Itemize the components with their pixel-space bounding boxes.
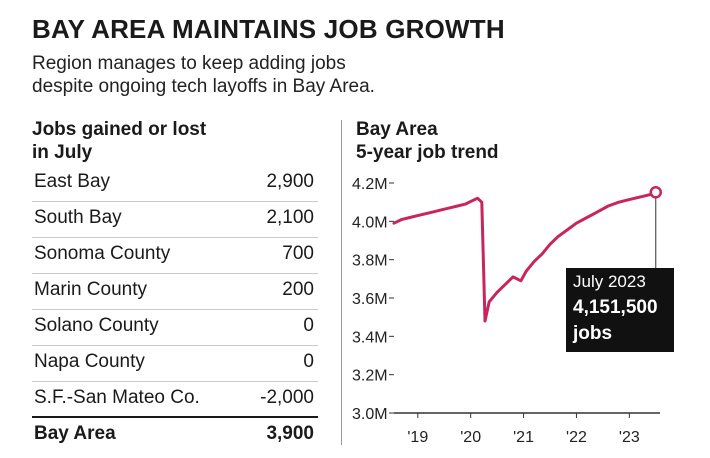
table-row: Napa County 0 <box>32 346 318 382</box>
annotation-date: July 2023 <box>573 272 646 291</box>
row-label: East Bay <box>34 171 111 192</box>
x-tick-label: '21 <box>513 429 534 446</box>
row-value: 0 <box>303 351 314 372</box>
row-label: Sonoma County <box>34 243 171 264</box>
x-tick-label: '19 <box>407 429 428 446</box>
table-heading-line-2: in July <box>32 142 93 163</box>
x-tick-label: '22 <box>566 429 587 446</box>
subtitle-line-1: Region manages to keep adding jobs <box>32 53 346 74</box>
table-heading-line-1: Jobs gained or lost <box>32 119 207 140</box>
row-label: South Bay <box>34 207 122 228</box>
table-row: Marin County 200 <box>32 274 318 310</box>
annotation-unit: jobs <box>573 323 613 344</box>
row-label: S.F.-San Mateo Co. <box>34 387 200 408</box>
total-label: Bay Area <box>34 423 116 444</box>
series-line <box>392 190 658 323</box>
row-value: 2,100 <box>266 207 314 228</box>
table-row: South Bay 2,100 <box>32 202 318 238</box>
end-point-marker <box>649 186 663 199</box>
subtitle-line-2: despite ongoing tech layoffs in Bay Area… <box>32 76 375 97</box>
row-value: -2,000 <box>260 387 314 408</box>
row-label: Napa County <box>34 351 145 372</box>
row-label: Solano County <box>34 315 159 336</box>
y-tick-label: 3.2M <box>352 368 388 385</box>
chart-title: BAY AREA MAINTAINS JOB GROWTH <box>32 14 505 44</box>
jobs-table: East Bay 2,900 South Bay 2,100 Sonoma Co… <box>32 166 318 417</box>
y-tick-label: 3.8M <box>352 253 388 270</box>
total-row: Bay Area 3,900 <box>32 416 318 450</box>
x-tick-label: '20 <box>460 429 481 446</box>
row-value: 700 <box>282 243 314 264</box>
y-tick-label: 3.6M <box>352 291 388 308</box>
x-tick-label: '23 <box>619 429 640 446</box>
row-value: 200 <box>282 279 314 300</box>
table-row: Sonoma County 700 <box>32 238 318 274</box>
y-tick-label: 4.0M <box>352 214 388 231</box>
annotation-value: 4,151,500 <box>573 297 658 318</box>
table-heading: Jobs gained or lost in July <box>32 118 292 164</box>
row-value: 0 <box>303 315 314 336</box>
table-row: S.F.-San Mateo Co. -2,000 <box>32 382 318 417</box>
table-row: East Bay 2,900 <box>32 166 318 202</box>
y-tick-label: 3.4M <box>352 329 388 346</box>
table-row: Solano County 0 <box>32 310 318 346</box>
chart-heading-line-2: 5-year job trend <box>356 142 499 163</box>
column-divider <box>341 120 342 445</box>
annotation-callout: July 2023 4,151,500 jobs <box>566 268 674 352</box>
subtitle: Region manages to keep adding jobs despi… <box>32 52 502 98</box>
chart-heading-line-1: Bay Area <box>356 119 438 140</box>
y-tick-label: 4.2M <box>352 176 388 193</box>
row-label: Marin County <box>34 279 147 300</box>
chart-heading: Bay Area 5-year job trend <box>356 118 499 164</box>
total-value: 3,900 <box>266 423 314 444</box>
y-tick-label: 3.0M <box>352 406 388 423</box>
row-value: 2,900 <box>266 171 314 192</box>
